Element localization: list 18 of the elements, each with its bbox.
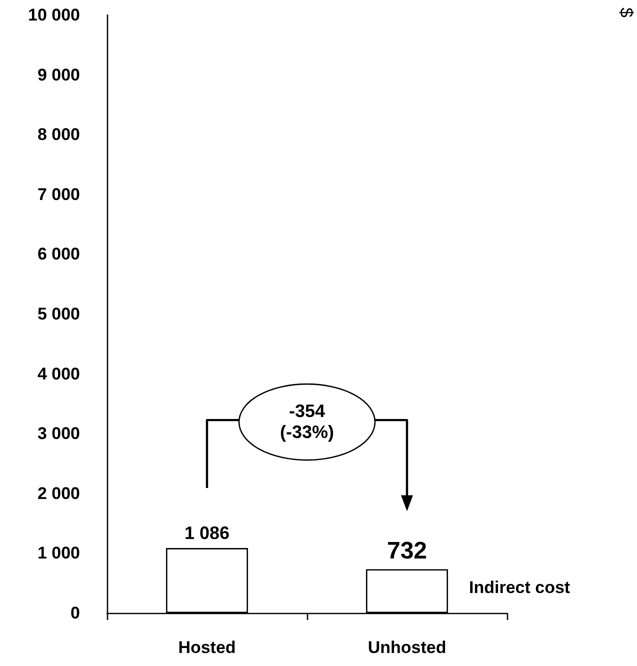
x-tick-label: Hosted (178, 638, 236, 657)
series-label: Indirect cost (469, 578, 570, 598)
y-tick-label: 10 000 (28, 6, 80, 24)
y-tick-label: 1 000 (37, 544, 80, 563)
text: $ (616, 7, 636, 18)
y-tick-label: 2 000 (37, 484, 80, 503)
y-tick-label: 4 000 (37, 364, 80, 384)
data-label: 732 (386, 538, 428, 565)
y-tick-label: 5 000 (37, 304, 80, 324)
y-tick-label: 8 000 (37, 125, 80, 144)
annotation: -354 (-33%) (280, 401, 334, 444)
y-tick-label: 7 000 (37, 184, 80, 204)
y-tick-label: 3 000 (37, 424, 80, 444)
data-label: 1 086 (184, 523, 230, 544)
y-tick-label: 9 000 (37, 65, 80, 84)
y-tick-label: 0 (70, 604, 80, 622)
y-tick-label: 6 000 (37, 244, 80, 264)
x-tick-label: Unhosted (368, 638, 446, 657)
